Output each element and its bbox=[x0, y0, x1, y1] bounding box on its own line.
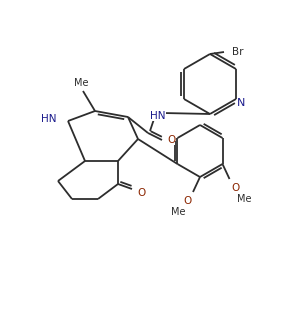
Text: O: O bbox=[167, 135, 175, 145]
Text: N: N bbox=[237, 98, 245, 108]
Text: Br: Br bbox=[232, 47, 244, 57]
Text: HN: HN bbox=[150, 111, 166, 121]
Text: O: O bbox=[183, 196, 191, 206]
Text: HN: HN bbox=[41, 114, 56, 124]
Text: O: O bbox=[138, 188, 146, 198]
Text: Me: Me bbox=[237, 194, 252, 204]
Text: O: O bbox=[231, 183, 240, 193]
Text: Me: Me bbox=[171, 207, 185, 217]
Text: Me: Me bbox=[74, 78, 88, 88]
